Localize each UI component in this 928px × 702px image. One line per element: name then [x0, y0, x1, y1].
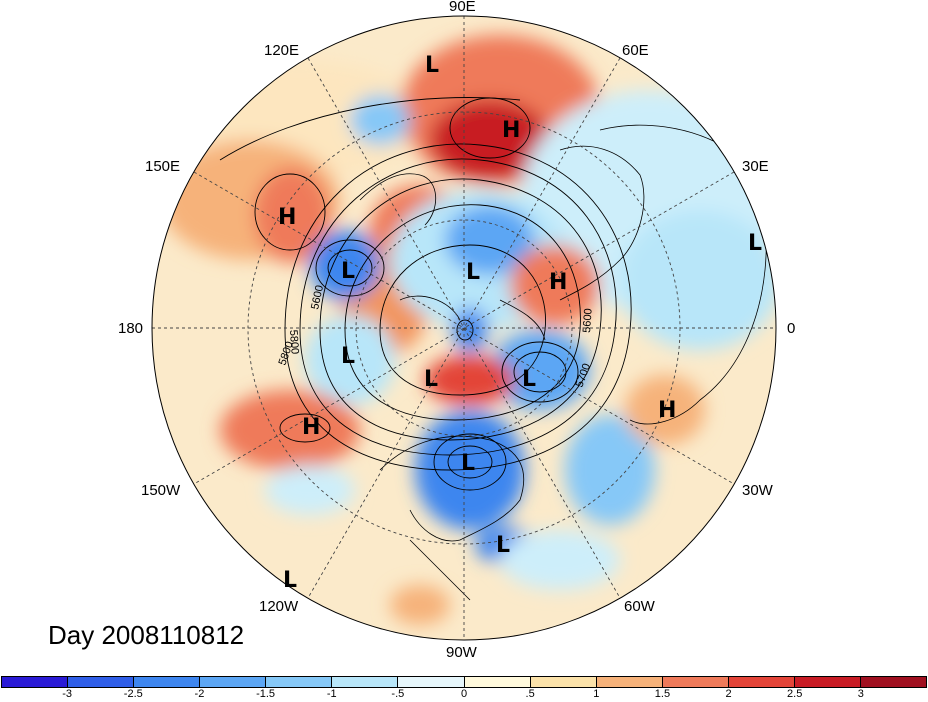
colorbar-tick-label: 1: [593, 688, 600, 700]
colorbar-tick-label: -1.5: [256, 688, 276, 700]
colorbar-tick-label: 1.5: [654, 688, 671, 700]
colorbar-tick-label: -2: [194, 688, 205, 700]
colorbar-swatch: [794, 677, 862, 687]
low-center: L: [424, 367, 438, 392]
lon-label-60e: 60E: [622, 42, 649, 59]
colorbar-swatch: [398, 677, 465, 687]
map-boundary: [151, 15, 777, 641]
low-center: L: [283, 568, 297, 593]
lon-label-180: 180: [118, 320, 144, 337]
high-center: H: [549, 270, 567, 295]
colorbar-swatch: [464, 677, 531, 687]
graticule: [152, 16, 776, 640]
lon-label-90e: 90E: [449, 0, 476, 15]
colorbar-swatch: [332, 677, 399, 687]
contour-label: 5800: [287, 329, 301, 354]
pressure-centers: L H H L L H L L L L H L H L L: [278, 53, 762, 593]
day-title: Day 2008110812: [48, 620, 245, 650]
low-center: L: [461, 451, 475, 476]
colorbar-swatch: [200, 677, 267, 687]
lon-label-120e: 120E: [264, 42, 300, 59]
height-contours: [219, 97, 632, 491]
colorbar-swatch: [728, 677, 795, 687]
colorbar-tick-label: -2.5: [123, 688, 143, 700]
colorbar-swatch: [596, 677, 663, 687]
low-center: L: [496, 533, 510, 558]
low-center: L: [341, 259, 355, 284]
high-center: H: [302, 415, 320, 440]
colorbar-swatch: [861, 677, 927, 687]
high-center: H: [502, 118, 520, 143]
lon-label-150w: 150W: [141, 482, 181, 499]
colorbar-tick-label: 3: [857, 688, 864, 700]
high-center: H: [278, 205, 296, 230]
low-center: L: [425, 53, 439, 78]
low-center: L: [522, 367, 536, 392]
lon-label-60w: 60W: [624, 598, 655, 615]
low-center: L: [341, 344, 355, 369]
lon-label-30e: 30E: [742, 158, 769, 175]
contour-label: 5600: [581, 308, 595, 333]
lon-label-90w: 90W: [446, 644, 477, 661]
lon-label-0: 0: [787, 320, 796, 337]
high-center: H: [658, 398, 676, 423]
colorbar-swatch: [662, 677, 729, 687]
colorbar-tick-label: -1: [326, 688, 337, 700]
colorbar-swatch: [2, 677, 69, 687]
colorbar-tick-label: 2.5: [787, 688, 803, 700]
coastlines: [359, 124, 767, 601]
low-center: L: [466, 260, 480, 285]
anomaly-shading: [152, 16, 776, 640]
colorbar-tick-label: 2: [725, 688, 732, 700]
low-center: L: [748, 231, 762, 256]
colorbar-tick-label: .5: [525, 688, 535, 700]
colorbar-tick-label: 0: [460, 688, 468, 700]
lon-label-120w: 120W: [259, 598, 299, 615]
colorbar-tick-label: -3: [62, 688, 73, 700]
lon-label-150e: 150E: [145, 158, 181, 175]
contour-label: 5600: [309, 284, 326, 310]
colorbar-tick-label: -.5: [391, 688, 405, 700]
colorbar: [1, 676, 927, 688]
colorbar-swatch: [530, 677, 597, 687]
colorbar-swatch: [68, 677, 135, 687]
colorbar-swatch: [134, 677, 201, 687]
colorbar-swatch: [266, 677, 333, 687]
lon-label-30w: 30W: [742, 482, 773, 499]
